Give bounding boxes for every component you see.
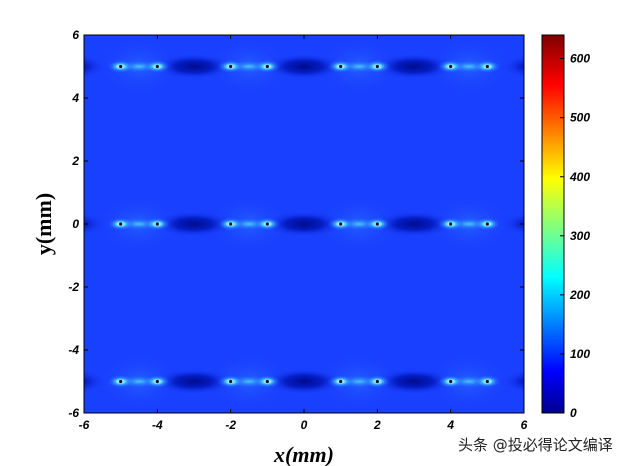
colorbar-tick-label: 100 xyxy=(570,347,590,361)
electrode-tip-marker xyxy=(155,64,159,69)
electrode-tip-marker xyxy=(229,222,233,226)
electrode-tip-marker xyxy=(339,379,343,384)
electrode-tip-marker xyxy=(155,379,159,384)
electrode-tip-marker xyxy=(229,379,233,384)
x-tick-label: 2 xyxy=(373,418,381,432)
electrode-tip-marker xyxy=(485,379,489,384)
colorbar-ticks: 600 500 400 300 200 100 0 xyxy=(560,52,590,420)
low-field-lobe xyxy=(84,54,108,79)
electrode-tip-marker xyxy=(119,379,123,384)
colorbar-tick-label: 400 xyxy=(569,170,590,184)
colorbar xyxy=(541,34,565,414)
electrode-tip-marker xyxy=(375,379,379,384)
watermark-text: 头条 @投必得论文编译 xyxy=(458,436,613,454)
electrode-tip-marker xyxy=(485,222,489,226)
colorbar-tick-label: 0 xyxy=(570,406,577,420)
electrode-tip-marker xyxy=(375,222,379,226)
colorbar-tick-label: 600 xyxy=(570,52,590,66)
x-axis-label: x(mm) xyxy=(273,442,334,466)
low-field-lobe xyxy=(84,369,108,394)
electrode-tip-marker xyxy=(375,64,379,69)
x-tick-label: 0 xyxy=(301,418,308,432)
y-tick-label: -6 xyxy=(68,406,79,420)
electrode-tip-marker xyxy=(339,222,343,226)
y-tick-label: -4 xyxy=(68,343,79,357)
y-tick-label: 6 xyxy=(72,28,79,42)
electrode-tip-marker xyxy=(449,379,453,384)
y-tick-label: 4 xyxy=(71,91,79,105)
x-tick-label: -2 xyxy=(225,418,236,432)
electrode-tip-marker xyxy=(485,64,489,69)
y-axis-label: y(mm) xyxy=(31,193,56,255)
x-tick-label: -4 xyxy=(152,418,163,432)
x-tick-label: 4 xyxy=(446,418,454,432)
electrode-tip-marker xyxy=(265,222,269,226)
electrode-tip-marker xyxy=(265,64,269,69)
y-tick-label: 2 xyxy=(71,154,79,168)
x-axis-ticks: -6 -4 -2 0 2 4 6 xyxy=(79,35,528,432)
electrode-tip-marker xyxy=(265,379,269,384)
x-tick-label: 6 xyxy=(521,418,528,432)
x-tick-label: -6 xyxy=(79,418,90,432)
y-tick-label: -2 xyxy=(68,280,79,294)
electrode-tip-marker xyxy=(119,222,123,226)
colorbar-tick-label: 200 xyxy=(569,288,590,302)
field-layer xyxy=(84,38,524,410)
y-axis-ticks: 6 4 2 0 -2 -4 -6 xyxy=(68,28,524,420)
colorbar-tick-label: 500 xyxy=(570,111,590,125)
electrode-tip-marker xyxy=(449,222,453,226)
y-tick-label: 0 xyxy=(72,217,79,231)
electrode-tip-marker xyxy=(229,64,233,69)
colorbar-tick-label: 300 xyxy=(570,229,590,243)
electrode-tip-marker xyxy=(449,64,453,69)
electrode-tip-marker xyxy=(119,64,123,69)
electrode-tip-marker xyxy=(339,64,343,69)
electrode-tip-marker xyxy=(155,222,159,226)
